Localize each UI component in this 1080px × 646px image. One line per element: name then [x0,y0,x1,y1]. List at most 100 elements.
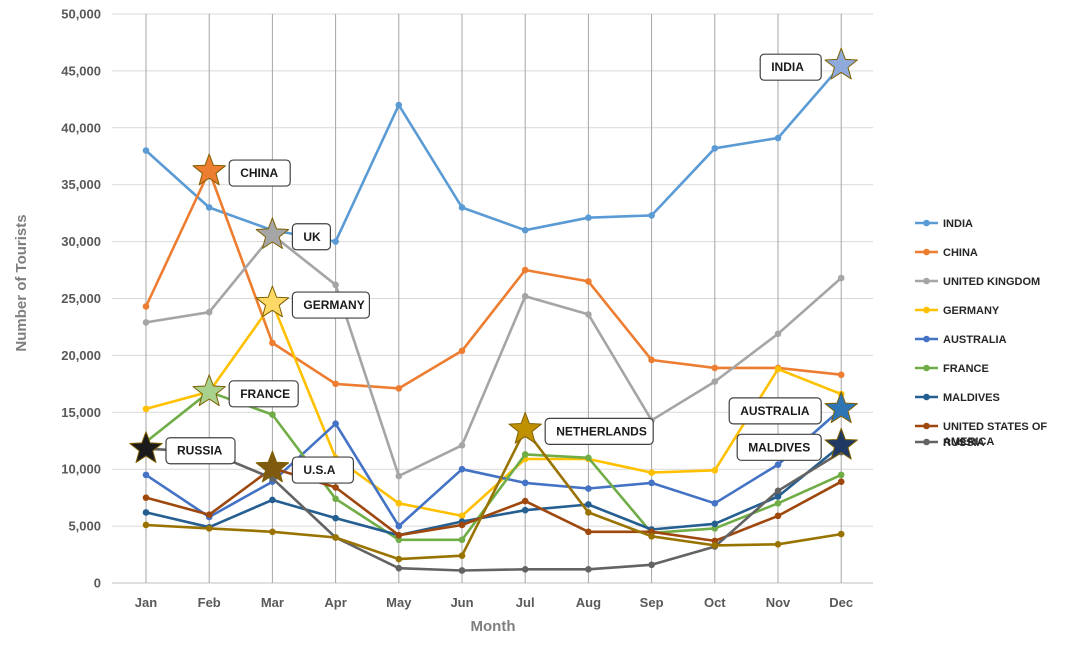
x-tick-label: Jun [450,595,473,610]
x-tick-label: Apr [324,595,346,610]
data-point [585,501,592,508]
series-line [145,407,843,528]
legend-item: RUSSIA [915,437,985,449]
data-point [774,493,782,500]
data-point [774,330,782,338]
series-line [145,64,843,243]
legend-marker [923,393,930,401]
data-point [395,531,403,539]
data-point [585,509,592,516]
legend-label: FRANCE [943,363,989,375]
data-point [332,238,339,245]
y-tick-label: 15,000 [61,405,101,420]
y-tick-label: 20,000 [61,348,101,363]
data-point [332,534,339,541]
data-point [458,512,466,520]
callout: CHINA [192,153,291,187]
legend-item: INDIA [915,218,973,230]
data-point [458,347,466,355]
callout-box [544,417,654,445]
legend-item: UNITED STATES OF AMERICA [915,421,1047,448]
series-line [145,428,842,561]
series-line [145,444,843,537]
callout: U.S.A [255,450,354,484]
data-point [332,484,339,491]
callout-label: RUSSIA [177,444,223,458]
x-tick-label: Dec [829,595,853,610]
data-point [395,564,403,572]
data-point [332,420,339,427]
data-point [395,101,403,109]
x-tick-label: Jul [516,595,535,610]
legend-marker [923,277,930,285]
x-axis-ticks: Jan Feb Mar Apr May Jun Jul Aug Sep Oct Nov Dec [135,595,853,610]
data-point [711,542,719,549]
series-4 [142,405,845,530]
data-point [458,521,466,529]
y-tick-label: 5,000 [68,519,101,534]
data-point [521,479,529,487]
series-line [145,390,842,542]
data-point [395,522,403,530]
x-tick-label: Sep [640,595,664,610]
data-point [585,454,592,462]
data-point [205,525,213,532]
data-point [395,500,403,507]
legend-marker [923,248,930,256]
callout-box [165,437,236,465]
data-point [711,525,719,532]
callout-star-icon [824,391,858,424]
series-line [144,169,842,390]
legend-marker [923,306,930,314]
data-point [521,566,529,573]
callout-star-icon [192,153,226,186]
data-point [332,380,339,388]
legend-label: GERMANY [943,305,1000,317]
legend-item: UNITED KINGDOM [915,276,1040,288]
callout-label: MALDIVES [748,440,810,454]
data-point [774,541,782,548]
callout: GERMANY [255,285,370,319]
data-point [837,471,845,479]
callout-box [759,53,822,81]
callout: RUSSIA [129,431,236,465]
data-point [395,555,403,563]
x-tick-label: Aug [576,595,601,610]
callout-annotations: INDIA CHINA UK GERMANY FRANCE RUSSIA U.S.A NETH… [129,47,858,484]
data-point [521,506,529,514]
data-point [458,465,466,473]
callout: INDIA [759,47,858,81]
data-point [142,494,150,501]
y-axis-title: Number of Tourists [13,214,30,351]
x-tick-label: Jan [135,595,157,610]
horizontal-gridlines [112,13,873,584]
data-point [458,567,466,574]
legend-label: AUSTRALIA [943,334,1007,346]
data-point [458,536,466,544]
data-point [521,451,529,458]
x-axis-title: Month [471,618,516,635]
callout-label: U.S.A [303,463,335,477]
callout: UK [255,217,331,251]
callout-label: INDIA [771,60,804,74]
legend-item: FRANCE [915,363,989,375]
callout-box [728,397,822,425]
data-point [142,405,150,413]
data-point [774,512,782,520]
callout: MALDIVES [736,427,858,461]
legend-marker [923,219,930,227]
data-point [648,561,655,569]
x-tick-label: Oct [704,595,726,610]
data-point [585,528,592,536]
x-tick-label: May [386,595,412,610]
y-tick-label: 10,000 [61,462,101,477]
data-point [332,495,339,503]
data-point [269,411,276,418]
series-lines [142,61,845,574]
callout: FRANCE [192,374,299,408]
data-point [205,204,213,211]
y-tick-label: 40,000 [61,120,101,135]
legend-label: INDIA [943,218,973,230]
data-point [711,520,719,528]
series-line [145,447,842,572]
